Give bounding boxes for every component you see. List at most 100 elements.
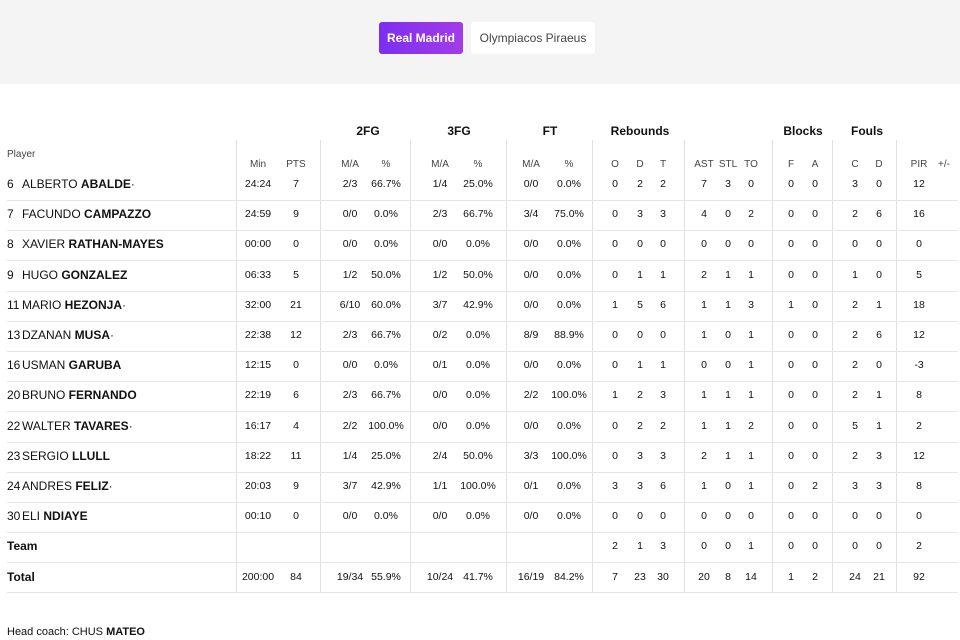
tab-real-madrid[interactable]: Real Madrid <box>379 22 463 54</box>
player-row[interactable]: 22 WALTER TAVARES· <box>7 419 133 433</box>
column-header: AST <box>694 159 714 170</box>
player-stat: 0 <box>637 510 643 523</box>
player-stat: 0 <box>725 510 731 523</box>
player-stat: 20:03 <box>244 480 272 492</box>
player-stat: 0.0% <box>557 359 581 372</box>
player-stat: 9 <box>293 480 299 492</box>
player-row[interactable]: 9 HUGO GONZALEZ <box>7 268 127 282</box>
player-stat: 2/2 <box>523 389 539 402</box>
player-last-name: CAMPAZZO <box>84 207 152 222</box>
player-stat: 3 <box>637 480 643 492</box>
tab-olympiacos-piraeus[interactable]: Olympiacos Piraeus <box>471 22 595 54</box>
player-stat: 9 <box>293 208 299 221</box>
player-stat: 0 <box>788 419 794 432</box>
player-first-name: MARIO <box>22 297 65 312</box>
player-stat: 0 <box>637 238 643 251</box>
player-stat: 12 <box>913 449 925 462</box>
player-stat: 0 <box>812 419 818 432</box>
player-stat: 24:59 <box>244 208 272 221</box>
column-header: +/- <box>938 159 950 170</box>
head-coach-first-name: CHUS <box>71 626 103 638</box>
row-divider <box>7 200 958 201</box>
starter-marker: · <box>108 479 113 493</box>
player-stat: 3 <box>637 449 643 462</box>
player-stat: 1 <box>852 268 858 281</box>
player-stat: 2 <box>637 419 643 432</box>
player-stat: 0/0 <box>342 208 358 221</box>
player-stat: 1 <box>725 298 731 311</box>
player-stat: 0.0% <box>557 419 581 432</box>
player-stat: 2/3 <box>342 329 358 341</box>
player-stat: 0 <box>725 359 731 372</box>
column-header: C <box>851 159 859 170</box>
player-stat: 1/4 <box>432 178 448 190</box>
column-header: PTS <box>286 159 306 170</box>
player-stat: 2 <box>748 208 754 221</box>
player-stat: 0 <box>293 510 299 523</box>
player-stat: 0 <box>725 480 731 492</box>
player-row[interactable]: 7 FACUNDO CAMPAZZO <box>7 207 151 221</box>
player-row[interactable]: 6 ALBERTO ABALDE· <box>7 177 135 191</box>
player-stat: 1 <box>876 389 882 402</box>
player-row[interactable]: 8 XAVIER RATHAN-MAYES <box>7 237 164 251</box>
player-stat: 4 <box>293 419 299 432</box>
player-row[interactable]: 20 BRUNO FERNANDO <box>7 388 137 402</box>
starter-marker: · <box>128 418 133 433</box>
team-stat: 1 <box>748 540 754 553</box>
player-last-name: MUSA <box>74 328 111 342</box>
player-number: 13 <box>7 328 21 342</box>
total-stat: 8 <box>725 570 731 583</box>
player-row[interactable]: 11 MARIO HEZONJA· <box>7 298 126 312</box>
player-stat: 1 <box>701 298 707 311</box>
row-divider <box>7 320 958 322</box>
player-stat: 0 <box>852 510 858 523</box>
player-stat: 6 <box>660 298 666 311</box>
player-stat: 5 <box>916 268 922 281</box>
player-stat: 00:10 <box>244 510 272 523</box>
player-stat: -3 <box>914 359 924 372</box>
player-stat: 0 <box>293 359 299 372</box>
player-stat: 0 <box>725 208 731 221</box>
player-stat: 0/1 <box>432 359 448 372</box>
player-stat: 66.7% <box>463 208 493 221</box>
player-stat: 0 <box>725 329 731 341</box>
player-stat: 3 <box>660 389 666 402</box>
total-stat: 16/19 <box>517 570 545 583</box>
player-stat: 0.0% <box>557 178 581 190</box>
player-stat: 0 <box>612 449 618 462</box>
player-stat: 2 <box>852 329 858 341</box>
player-row[interactable]: 24 ANDRES FELIZ· <box>7 479 113 493</box>
player-stat: 0 <box>612 329 618 341</box>
player-last-name: LLULL <box>72 448 111 463</box>
player-last-name: HEZONJA <box>64 297 123 312</box>
player-stat: 0/0 <box>523 178 539 190</box>
total-stat: 200:00 <box>241 570 275 583</box>
player-stat: 1/1 <box>432 480 448 492</box>
player-row[interactable]: 23 SERGIO LLULL <box>7 449 110 463</box>
row-divider <box>7 532 958 534</box>
column-header: Min <box>249 159 267 170</box>
player-stat: 100.0% <box>368 419 404 432</box>
player-stat: 2/3 <box>342 389 358 402</box>
player-stat: 1/2 <box>342 268 358 281</box>
player-stat: 0 <box>612 359 618 372</box>
column-header: M/A <box>341 159 359 170</box>
player-row[interactable]: 16 USMAN GARUBA <box>7 358 121 372</box>
player-stat: 0.0% <box>374 510 398 523</box>
team-stat: 0 <box>701 540 707 553</box>
column-header: TO <box>744 159 758 170</box>
player-number: 23 <box>7 448 21 463</box>
player-stat: 0 <box>788 480 794 492</box>
player-stat: 0.0% <box>557 480 581 492</box>
player-row[interactable]: 13 DZANAN MUSA· <box>7 328 114 342</box>
player-stat: 6 <box>876 329 882 341</box>
player-stat: 2 <box>852 359 858 372</box>
player-stat: 60.0% <box>371 298 401 311</box>
player-stat: 0 <box>788 178 794 190</box>
total-stat: 55.9% <box>371 570 401 583</box>
player-stat: 5 <box>637 298 643 311</box>
player-stat: 0/0 <box>523 419 539 432</box>
total-stat: 7 <box>612 570 618 583</box>
player-row[interactable]: 30 ELI NDIAYE <box>7 509 88 523</box>
player-stat: 0/0 <box>342 238 358 251</box>
